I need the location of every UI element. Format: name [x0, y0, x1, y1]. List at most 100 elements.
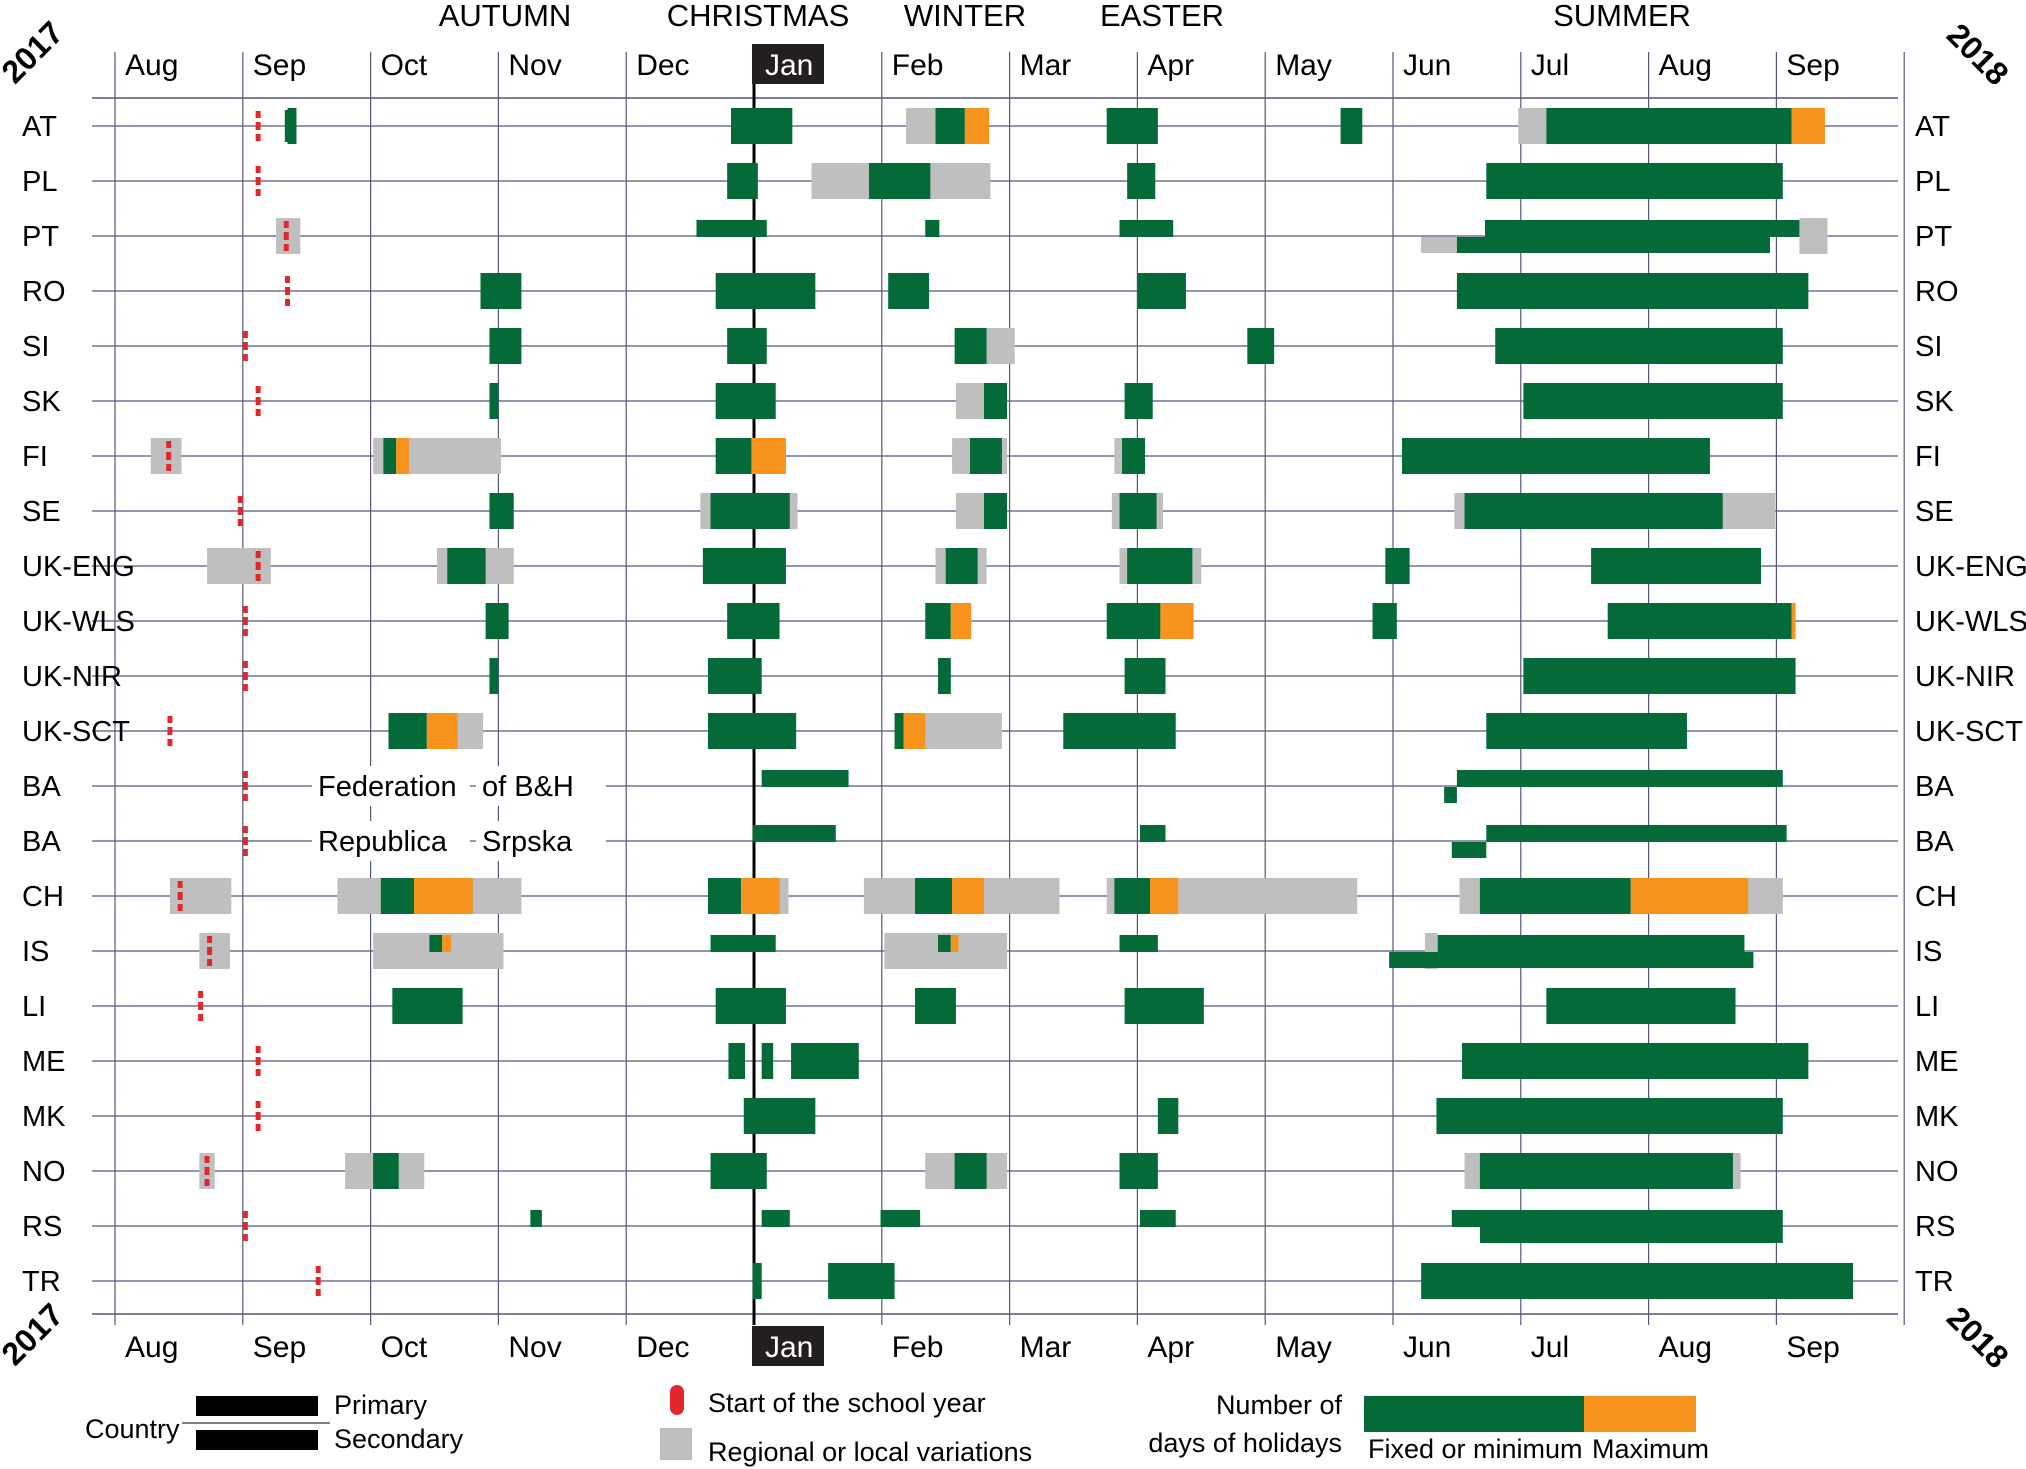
legend-school-start-swatch [670, 1385, 684, 1415]
school-start-marker [167, 739, 173, 746]
month-label: Dec [636, 1331, 689, 1364]
holiday-fixed-bar [710, 1153, 767, 1189]
school-start-marker [255, 409, 261, 416]
legend-school-start-label: Start of the school year [708, 1388, 986, 1418]
country-label-left: BA [22, 771, 61, 803]
regional-variation-band [986, 328, 1015, 364]
legend-regional-label: Regional or local variations [708, 1437, 1032, 1467]
legend-country-label: Country [85, 1414, 180, 1444]
school-start-marker [198, 1014, 204, 1021]
holiday-fixed-bar [915, 988, 956, 1024]
year-label: 2018 [1940, 1299, 2016, 1375]
school-start-marker [242, 849, 248, 856]
month-label: Dec [636, 49, 689, 82]
note-background [312, 821, 470, 861]
holiday-fixed-bar [954, 328, 987, 364]
legend-maximum-label: Maximum [1592, 1434, 1709, 1464]
legend-primary-swatch [196, 1396, 318, 1416]
country-label-right: BA [1915, 771, 1954, 803]
holiday-fixed-bar [730, 108, 793, 144]
school-start-marker [255, 551, 261, 558]
holiday-fixed-bar [1479, 1227, 1783, 1243]
school-start-marker [242, 342, 248, 350]
holiday-maximum-bar [1791, 108, 1825, 144]
note-background [312, 766, 470, 806]
school-start-marker [255, 177, 261, 185]
holiday-maximum-bar [414, 878, 473, 914]
month-label: Apr [1147, 49, 1194, 82]
holiday-fixed-bar [715, 988, 786, 1024]
holiday-fixed-bar [489, 383, 499, 419]
country-label-left: UK-ENG [22, 551, 135, 583]
note-background [476, 766, 606, 806]
holiday-fixed-bar [1122, 438, 1146, 474]
highlighted-month-box [752, 44, 824, 84]
school-start-marker [255, 1046, 261, 1053]
school-start-marker [242, 672, 248, 680]
holiday-fixed-bar [894, 713, 904, 749]
holiday-fixed-bar [1119, 220, 1174, 237]
holiday-fixed-bar [1119, 493, 1157, 529]
holiday-fixed-bar [1437, 935, 1745, 952]
holiday-fixed-bar [707, 878, 742, 914]
month-label: May [1275, 49, 1332, 82]
holiday-fixed-bar [1462, 1043, 1809, 1079]
holiday-fixed-bar [1124, 658, 1166, 694]
holiday-maximum-bar [952, 878, 985, 914]
holiday-fixed-bar [761, 1043, 774, 1079]
holiday-fixed-bar [1119, 935, 1158, 952]
holiday-fixed-bar [1114, 878, 1151, 914]
school-start-marker [285, 299, 291, 306]
month-label: Sep [1786, 49, 1839, 82]
month-label: Jun [1403, 1331, 1451, 1364]
school-start-marker [177, 904, 183, 911]
holiday-fixed-bar [1546, 988, 1736, 1024]
country-label-left: BA [22, 826, 61, 858]
legend-maximum-swatch [1584, 1396, 1696, 1432]
school-start-marker [255, 1101, 261, 1108]
holiday-fixed-bar [728, 1043, 746, 1079]
holiday-fixed-bar [1607, 603, 1792, 639]
holiday-maximum-bar [751, 438, 786, 474]
holiday-fixed-bar [284, 110, 293, 142]
entity-note: Srpska [482, 826, 573, 858]
holiday-fixed-bar [715, 383, 776, 419]
holiday-maximum-bar [950, 603, 972, 639]
holiday-fixed-bar [1106, 603, 1161, 639]
country-label-right: MK [1915, 1101, 1959, 1133]
holiday-maximum-bar [426, 713, 458, 749]
holiday-maximum-bar [964, 108, 990, 144]
regional-variation-band [207, 548, 271, 584]
holiday-fixed-bar [1127, 163, 1156, 199]
school-start-marker [242, 617, 248, 625]
holiday-fixed-bar [447, 548, 486, 584]
holiday-fixed-bar [1421, 1263, 1854, 1299]
school-start-marker [242, 1234, 248, 1241]
holiday-fixed-bar [1486, 713, 1687, 749]
holiday-fixed-bar [1124, 988, 1204, 1024]
school-start-marker [255, 166, 261, 173]
holiday-fixed-bar [1456, 770, 1783, 787]
regional-variation-band [906, 108, 936, 144]
holiday-fixed-bar [707, 713, 797, 749]
school-start-marker [242, 661, 248, 668]
holiday-maximum-bar [1630, 878, 1749, 914]
school-start-marker [167, 727, 173, 735]
month-label: Feb [892, 49, 944, 82]
country-label-left: FI [22, 441, 48, 473]
school-start-marker [207, 959, 213, 966]
country-label-right: RS [1915, 1211, 1955, 1243]
holiday-fixed-bar [696, 220, 767, 237]
holiday-fixed-bar [1479, 878, 1631, 914]
month-label: Nov [508, 49, 561, 82]
holiday-fixed-bar [1401, 438, 1710, 474]
holiday-fixed-bar [945, 548, 978, 584]
holiday-fixed-bar [1451, 1210, 1783, 1227]
country-label-right: SI [1915, 331, 1942, 363]
country-label-right: UK-SCT [1915, 716, 2023, 748]
holiday-fixed-bar [489, 328, 522, 364]
holiday-fixed-bar [1139, 1210, 1176, 1227]
holiday-fixed-bar [715, 273, 816, 309]
school-start-marker [242, 794, 248, 801]
